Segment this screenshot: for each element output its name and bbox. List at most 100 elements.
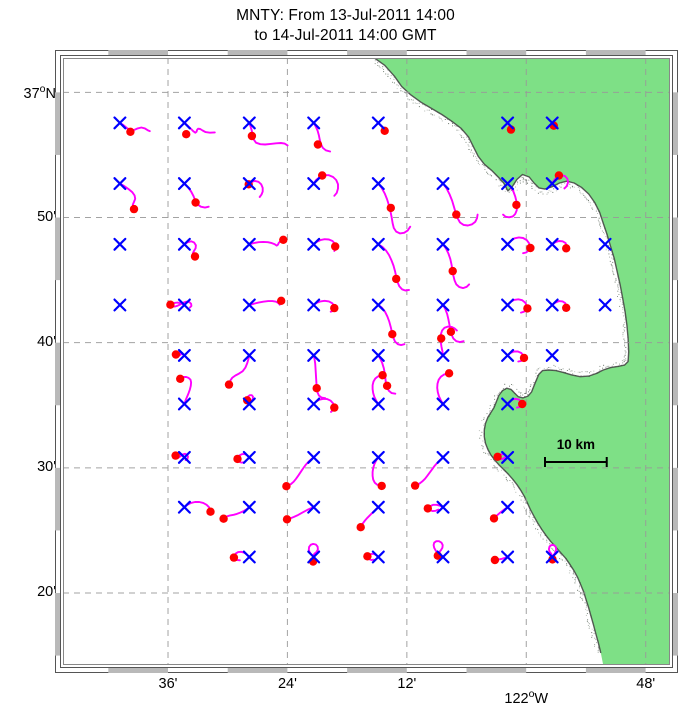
y-tick-label: 37oN bbox=[23, 83, 56, 103]
end-marker-dot bbox=[489, 514, 499, 523]
end-marker-dot bbox=[282, 482, 291, 491]
start-marker-x bbox=[307, 237, 321, 251]
start-marker-x bbox=[436, 177, 450, 191]
end-marker-dot bbox=[444, 369, 454, 378]
frame-tick-segment bbox=[466, 668, 527, 673]
end-marker-dot bbox=[392, 274, 401, 284]
frame-tick-segment bbox=[585, 50, 646, 55]
end-marker-dot bbox=[176, 374, 185, 383]
frame-tick-segment bbox=[466, 50, 527, 55]
x-tick-label: 122oW bbox=[504, 688, 549, 707]
end-marker-dot bbox=[526, 243, 535, 253]
start-marker-x bbox=[307, 397, 321, 411]
end-marker-dot bbox=[446, 327, 456, 336]
start-marker-x bbox=[436, 450, 450, 464]
end-marker-dot bbox=[224, 380, 234, 389]
end-marker-dot bbox=[282, 515, 292, 524]
start-marker-x bbox=[436, 237, 450, 251]
plot-area: 10 km bbox=[55, 50, 678, 673]
start-marker-x bbox=[598, 298, 612, 312]
start-marker-x bbox=[371, 237, 385, 251]
x-tick-label: 36' bbox=[158, 676, 178, 692]
start-marker-x bbox=[113, 116, 127, 130]
frame-tick-segment bbox=[673, 217, 678, 281]
end-marker-dot bbox=[279, 235, 288, 244]
end-marker-dot bbox=[331, 242, 340, 251]
end-marker-dot bbox=[330, 303, 339, 313]
start-marker-x bbox=[242, 237, 256, 251]
end-marker-dot bbox=[166, 300, 175, 309]
start-marker-x bbox=[177, 500, 191, 514]
end-marker-dot bbox=[452, 210, 461, 219]
frame-tick-segment bbox=[347, 50, 407, 55]
frame-tick-segment bbox=[585, 668, 646, 673]
start-marker-x bbox=[371, 177, 385, 191]
frame-tick-segment bbox=[673, 92, 678, 155]
start-marker-x bbox=[242, 116, 256, 130]
drifter-track bbox=[377, 304, 406, 347]
start-marker-x bbox=[436, 397, 450, 411]
end-marker-dot bbox=[313, 140, 323, 149]
end-marker-dot bbox=[206, 507, 215, 516]
start-marker-x bbox=[436, 500, 450, 514]
x-axis-labels: 36' 24' 12' 122oW 48' bbox=[0, 676, 691, 710]
end-marker-dot bbox=[277, 296, 286, 305]
start-marker-x bbox=[371, 500, 385, 514]
end-marker-dot bbox=[410, 481, 420, 490]
end-marker-dot bbox=[493, 452, 502, 461]
end-marker-dot bbox=[191, 198, 200, 207]
frame-tick-segment bbox=[227, 668, 288, 673]
start-marker-x bbox=[177, 237, 191, 251]
figure-title: MNTY: From 13-Jul-2011 14:00 to 14-Jul-2… bbox=[0, 6, 691, 46]
end-marker-dot bbox=[518, 399, 527, 409]
start-marker-x bbox=[545, 298, 559, 312]
scale-bar: 10 km bbox=[544, 437, 608, 468]
end-marker-dot bbox=[233, 454, 242, 464]
end-marker-dot bbox=[126, 127, 135, 136]
start-marker-x bbox=[113, 237, 127, 251]
end-marker-dot bbox=[437, 334, 446, 343]
scale-bar-label: 10 km bbox=[556, 436, 596, 452]
start-marker-x bbox=[307, 450, 321, 464]
drifter-track bbox=[312, 174, 339, 197]
end-marker-dot bbox=[330, 403, 339, 412]
end-marker-dot bbox=[490, 555, 500, 565]
end-marker-dot bbox=[363, 552, 372, 561]
start-marker-x bbox=[545, 237, 559, 251]
title-line-2: to 14-Jul-2011 14:00 GMT bbox=[254, 27, 437, 44]
frame-tick-segment bbox=[673, 342, 678, 406]
drifter-track bbox=[442, 243, 471, 290]
start-marker-x bbox=[242, 298, 256, 312]
end-marker-dot bbox=[356, 523, 365, 532]
drifter-track bbox=[287, 506, 315, 520]
map-svg bbox=[63, 58, 670, 665]
end-marker-dot bbox=[377, 481, 386, 491]
start-marker-x bbox=[501, 237, 515, 251]
end-marker-dot bbox=[190, 252, 200, 261]
frame-tick-segment bbox=[108, 50, 169, 55]
start-marker-x bbox=[598, 237, 612, 251]
frame-tick-segment bbox=[673, 593, 678, 656]
start-marker-x bbox=[545, 348, 559, 362]
end-marker-dot bbox=[423, 504, 432, 513]
drifter-track bbox=[377, 243, 410, 292]
y-tick-label: 30' bbox=[37, 458, 56, 475]
start-marker-x bbox=[501, 298, 515, 312]
frame-tick-segment bbox=[673, 467, 678, 531]
x-tick-label: 24' bbox=[277, 676, 297, 692]
start-marker-x bbox=[501, 500, 515, 514]
drifter-tracks bbox=[118, 121, 569, 562]
y-tick-label: 50' bbox=[37, 208, 56, 225]
end-marker-dot bbox=[523, 304, 532, 313]
end-marker-dot bbox=[171, 350, 181, 359]
start-marker-x bbox=[371, 298, 385, 312]
drifter-track bbox=[223, 506, 251, 519]
y-tick-label: 40' bbox=[37, 333, 56, 350]
start-marker-x bbox=[371, 116, 385, 130]
start-marker-x bbox=[113, 298, 127, 312]
start-marker-x bbox=[371, 550, 385, 564]
start-marker-x bbox=[177, 397, 191, 411]
end-marker-dot bbox=[562, 303, 571, 312]
end-marker-dot bbox=[129, 204, 139, 214]
end-marker-dot bbox=[312, 384, 321, 393]
